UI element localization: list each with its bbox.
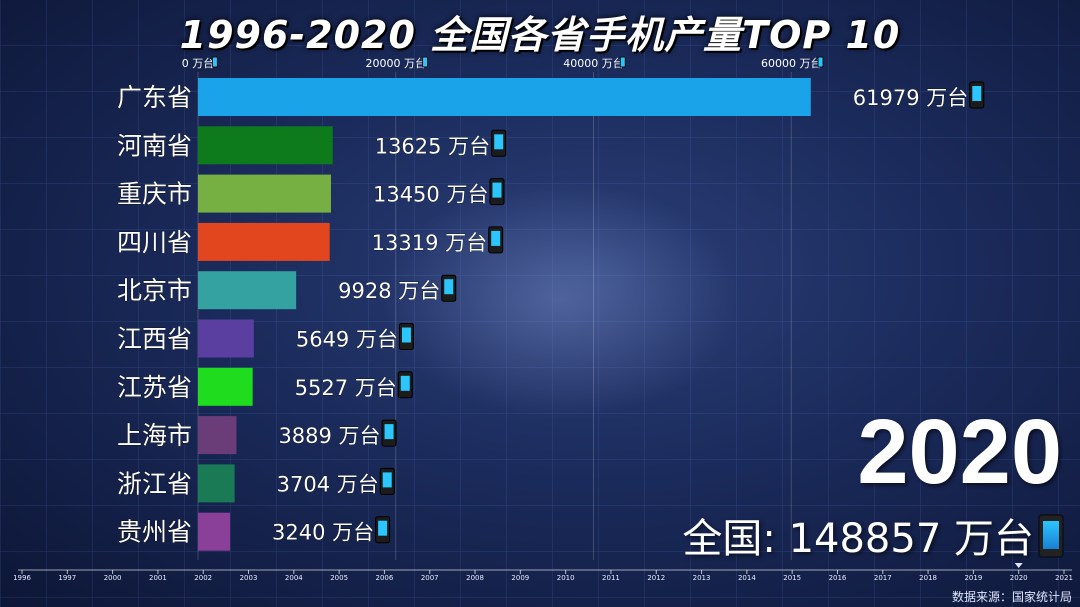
value-label: 61979 万台 — [853, 86, 968, 110]
bar-6 — [198, 367, 253, 406]
bar-4 — [198, 271, 297, 310]
phone-icon — [422, 56, 429, 68]
phone-screen — [382, 472, 392, 488]
phone-screen — [494, 134, 504, 150]
category-label: 贵州省 — [117, 518, 192, 547]
phone-icon — [1038, 514, 1064, 558]
bar-8 — [198, 464, 235, 503]
x-tick-label: 0 万台 — [182, 56, 215, 70]
phone-screen — [378, 520, 388, 536]
timeline-marker — [1014, 563, 1023, 568]
timeline-year: 2019 — [964, 574, 982, 582]
value-label: 13319 万台 — [372, 231, 487, 255]
national-total: 全国: 148857 万台 — [682, 506, 1064, 564]
phone-screen — [384, 424, 394, 440]
x-tick-label: 60000 万台 — [761, 56, 822, 70]
bar-2 — [198, 174, 331, 213]
category-label: 四川省 — [117, 228, 192, 257]
category-label: 河南省 — [117, 131, 192, 160]
category-label: 广东省 — [117, 83, 192, 112]
timeline-year: 2020 — [1010, 574, 1028, 582]
timeline-year: 2003 — [240, 574, 258, 582]
phone-screen — [491, 230, 501, 246]
phone-icon — [211, 56, 218, 68]
category-label: 江西省 — [117, 325, 192, 354]
timeline-year: 2013 — [693, 574, 711, 582]
x-tick-label: 40000 万台 — [563, 56, 624, 70]
category-label: 重庆市 — [117, 180, 192, 209]
chart-title: 1996-2020 全国各省手机产量TOP 10 — [179, 13, 901, 57]
timeline-year: 2014 — [738, 574, 756, 582]
timeline-year: 2017 — [874, 574, 892, 582]
timeline-year: 2008 — [466, 574, 484, 582]
timeline-year: 2012 — [647, 574, 665, 582]
value-label: 9928 万台 — [338, 279, 440, 303]
current-year: 2020 — [857, 401, 1062, 503]
phone-screen — [972, 86, 982, 101]
bar-5 — [198, 319, 254, 358]
phone-icon — [817, 56, 824, 68]
timeline-year: 1996 — [13, 574, 31, 582]
timeline-year: 2001 — [149, 574, 167, 582]
timeline-year: 2021 — [1055, 574, 1073, 582]
timeline-year: 2009 — [511, 574, 529, 582]
phone-screen — [492, 182, 502, 198]
value-label: 3889 万台 — [278, 424, 380, 448]
national-total-text: 全国: 148857 万台 — [682, 516, 1034, 562]
timeline-year: 2011 — [602, 574, 620, 582]
timeline-year: 2018 — [919, 574, 937, 582]
phone-screen — [400, 375, 410, 391]
category-label: 浙江省 — [117, 469, 192, 498]
category-label: 北京市 — [117, 276, 192, 305]
value-label: 5649 万台 — [296, 328, 398, 352]
timeline-year: 2007 — [421, 574, 439, 582]
timeline-year: 2004 — [285, 574, 303, 582]
phone-screen — [401, 327, 411, 343]
bar-9 — [198, 512, 231, 551]
phone-screen — [444, 279, 454, 295]
timeline-year: 2002 — [194, 574, 212, 582]
x-tick-label: 20000 万台 — [365, 56, 426, 70]
value-label: 3240 万台 — [272, 521, 374, 545]
timeline-year: 2016 — [829, 574, 847, 582]
value-label: 13625 万台 — [375, 134, 490, 158]
phone-icon — [619, 56, 626, 68]
value-label: 3704 万台 — [277, 472, 379, 496]
category-label: 江苏省 — [117, 373, 192, 402]
timeline-year: 1997 — [58, 574, 76, 582]
timeline-year: 2015 — [783, 574, 801, 582]
timeline-year: 2010 — [557, 574, 575, 582]
bar-7 — [198, 416, 237, 455]
bar-3 — [198, 222, 330, 261]
value-label: 5527 万台 — [295, 376, 397, 400]
bar-1 — [198, 126, 333, 165]
data-source: 数据来源：国家统计局 — [951, 590, 1072, 604]
value-label: 13450 万台 — [373, 183, 488, 207]
category-label: 上海市 — [117, 421, 192, 450]
timeline-year: 2005 — [330, 574, 348, 582]
timeline-year: 2000 — [104, 574, 122, 582]
timeline-year: 2006 — [376, 574, 394, 582]
bar-0 — [198, 78, 811, 116]
